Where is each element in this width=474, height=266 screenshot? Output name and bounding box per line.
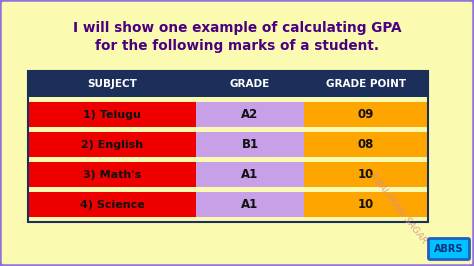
Text: 1) Telugu: 1) Telugu <box>83 110 141 119</box>
Text: A1: A1 <box>241 168 259 181</box>
Text: A1: A1 <box>241 198 259 211</box>
Bar <box>196 162 304 187</box>
Text: GRADE: GRADE <box>230 79 270 89</box>
Bar <box>196 102 304 127</box>
FancyBboxPatch shape <box>428 239 470 260</box>
Text: SUBJECT: SUBJECT <box>87 79 137 89</box>
Bar <box>28 71 428 97</box>
Text: 10: 10 <box>358 168 374 181</box>
Text: GRADE POINT: GRADE POINT <box>326 79 406 89</box>
Text: A2: A2 <box>241 108 259 121</box>
Text: ABRS: ABRS <box>434 244 464 254</box>
Bar <box>28 162 196 187</box>
Text: 10: 10 <box>358 198 374 211</box>
Bar <box>28 71 428 222</box>
Text: for the following marks of a student.: for the following marks of a student. <box>95 39 379 53</box>
Bar <box>28 132 196 157</box>
Text: A BALARAJU SAGAR: A BALARAJU SAGAR <box>367 171 428 246</box>
Text: B1: B1 <box>241 138 258 151</box>
Bar <box>304 192 428 217</box>
Bar <box>304 162 428 187</box>
Bar <box>304 132 428 157</box>
Bar <box>28 192 196 217</box>
Bar <box>196 192 304 217</box>
Text: 09: 09 <box>358 108 374 121</box>
Bar <box>304 102 428 127</box>
Text: I will show one example of calculating GPA: I will show one example of calculating G… <box>73 21 401 35</box>
Bar <box>196 132 304 157</box>
Text: 2) English: 2) English <box>81 139 143 149</box>
Bar <box>28 102 196 127</box>
Text: 3) Math's: 3) Math's <box>83 169 141 180</box>
Text: 08: 08 <box>358 138 374 151</box>
Text: 4) Science: 4) Science <box>80 200 145 210</box>
